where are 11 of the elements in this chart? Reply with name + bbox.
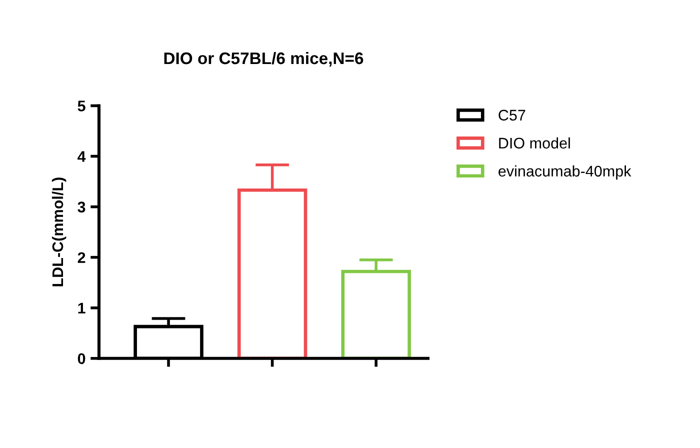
y-tick-label: 5 (78, 100, 86, 112)
y-tick-label: 0 (78, 353, 86, 364)
y-tick-label: 3 (78, 202, 86, 213)
legend-label: DIO model (499, 137, 570, 149)
legend-label: C57 (498, 110, 526, 121)
y-tick-label: 2 (78, 252, 86, 263)
legend-label: evinacumab-40mpk (498, 165, 632, 180)
chart-title: DIO or C57BL/6 mice,N=6 (164, 52, 364, 67)
y-axis-title: LDL-C(mmol/L) (52, 178, 66, 286)
y-tick-label: 4 (78, 151, 86, 162)
y-tick-label: 1 (78, 302, 86, 314)
